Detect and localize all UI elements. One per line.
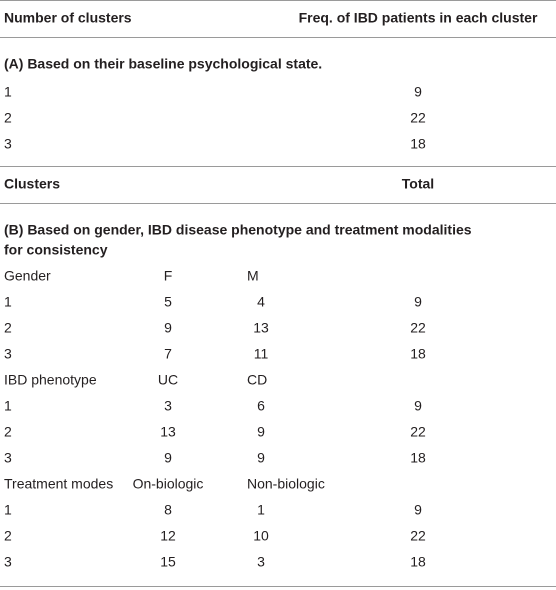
group-label: On-biologic — [133, 476, 204, 492]
group-label: Non-biologic — [247, 476, 325, 492]
cell: 3 — [4, 346, 12, 362]
cell: 9 — [257, 424, 265, 440]
cell: 5 — [164, 294, 172, 310]
cell: 22 — [410, 320, 426, 336]
cell: 9 — [164, 320, 172, 336]
cell: 1 — [257, 502, 265, 518]
section-title: for consistency — [4, 242, 108, 258]
cell: 10 — [253, 528, 269, 544]
group-label: M — [247, 268, 259, 284]
cell: 15 — [160, 554, 176, 570]
cell: 18 — [410, 554, 426, 570]
cell: 22 — [410, 110, 426, 126]
cell: 2 — [4, 424, 12, 440]
group-label: CD — [247, 372, 267, 388]
group-label: UC — [158, 372, 178, 388]
cell: 2 — [4, 528, 12, 544]
cell: 3 — [4, 450, 12, 466]
section-title: (A) Based on their baseline psychologica… — [4, 56, 322, 72]
cell: 3 — [257, 554, 265, 570]
group-label: Gender — [4, 268, 51, 284]
cell: 3 — [4, 554, 12, 570]
cell: 9 — [414, 502, 422, 518]
cell: 1 — [4, 84, 12, 100]
header-cell: Total — [402, 176, 434, 192]
cell: 18 — [410, 346, 426, 362]
cell: 9 — [414, 398, 422, 414]
cell: 13 — [160, 424, 176, 440]
header-cell: Number of clusters — [4, 10, 132, 26]
cell: 1 — [4, 502, 12, 518]
cell: 9 — [257, 450, 265, 466]
cell: 6 — [257, 398, 265, 414]
cell: 4 — [257, 294, 265, 310]
cell: 7 — [164, 346, 172, 362]
cell: 22 — [410, 528, 426, 544]
cell: 2 — [4, 110, 12, 126]
cell: 12 — [160, 528, 176, 544]
cell: 8 — [164, 502, 172, 518]
cell: 9 — [414, 84, 422, 100]
cell: 1 — [4, 294, 12, 310]
cell: 11 — [254, 346, 269, 362]
header-cell: Freq. of IBD patients in each cluster — [299, 10, 538, 26]
group-label: IBD phenotype — [4, 372, 97, 388]
header-cell: Clusters — [4, 176, 60, 192]
cell: 1 — [4, 398, 12, 414]
section-title: (B) Based on gender, IBD disease phenoty… — [4, 222, 472, 238]
cell: 3 — [4, 136, 12, 152]
cell: 18 — [410, 450, 426, 466]
cell: 22 — [410, 424, 426, 440]
group-label: Treatment modes — [4, 476, 113, 492]
group-label: F — [164, 268, 173, 284]
cell: 3 — [164, 398, 172, 414]
cell: 13 — [253, 320, 269, 336]
cell: 2 — [4, 320, 12, 336]
cell: 9 — [414, 294, 422, 310]
cell: 18 — [410, 136, 426, 152]
cell: 9 — [164, 450, 172, 466]
